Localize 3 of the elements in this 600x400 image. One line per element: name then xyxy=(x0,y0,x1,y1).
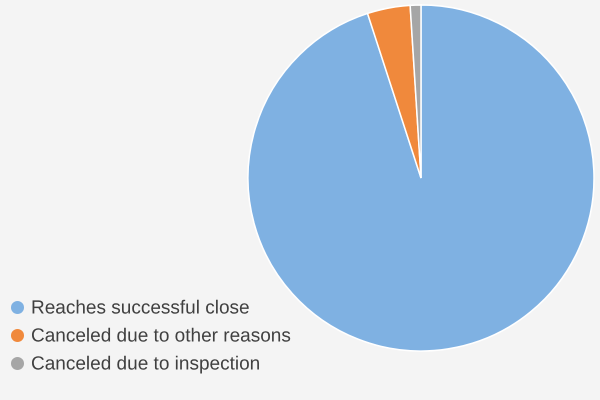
legend-label: Reaches successful close xyxy=(31,298,250,318)
legend-label: Canceled due to other reasons xyxy=(31,326,291,346)
legend-label: Canceled due to inspection xyxy=(31,354,260,374)
